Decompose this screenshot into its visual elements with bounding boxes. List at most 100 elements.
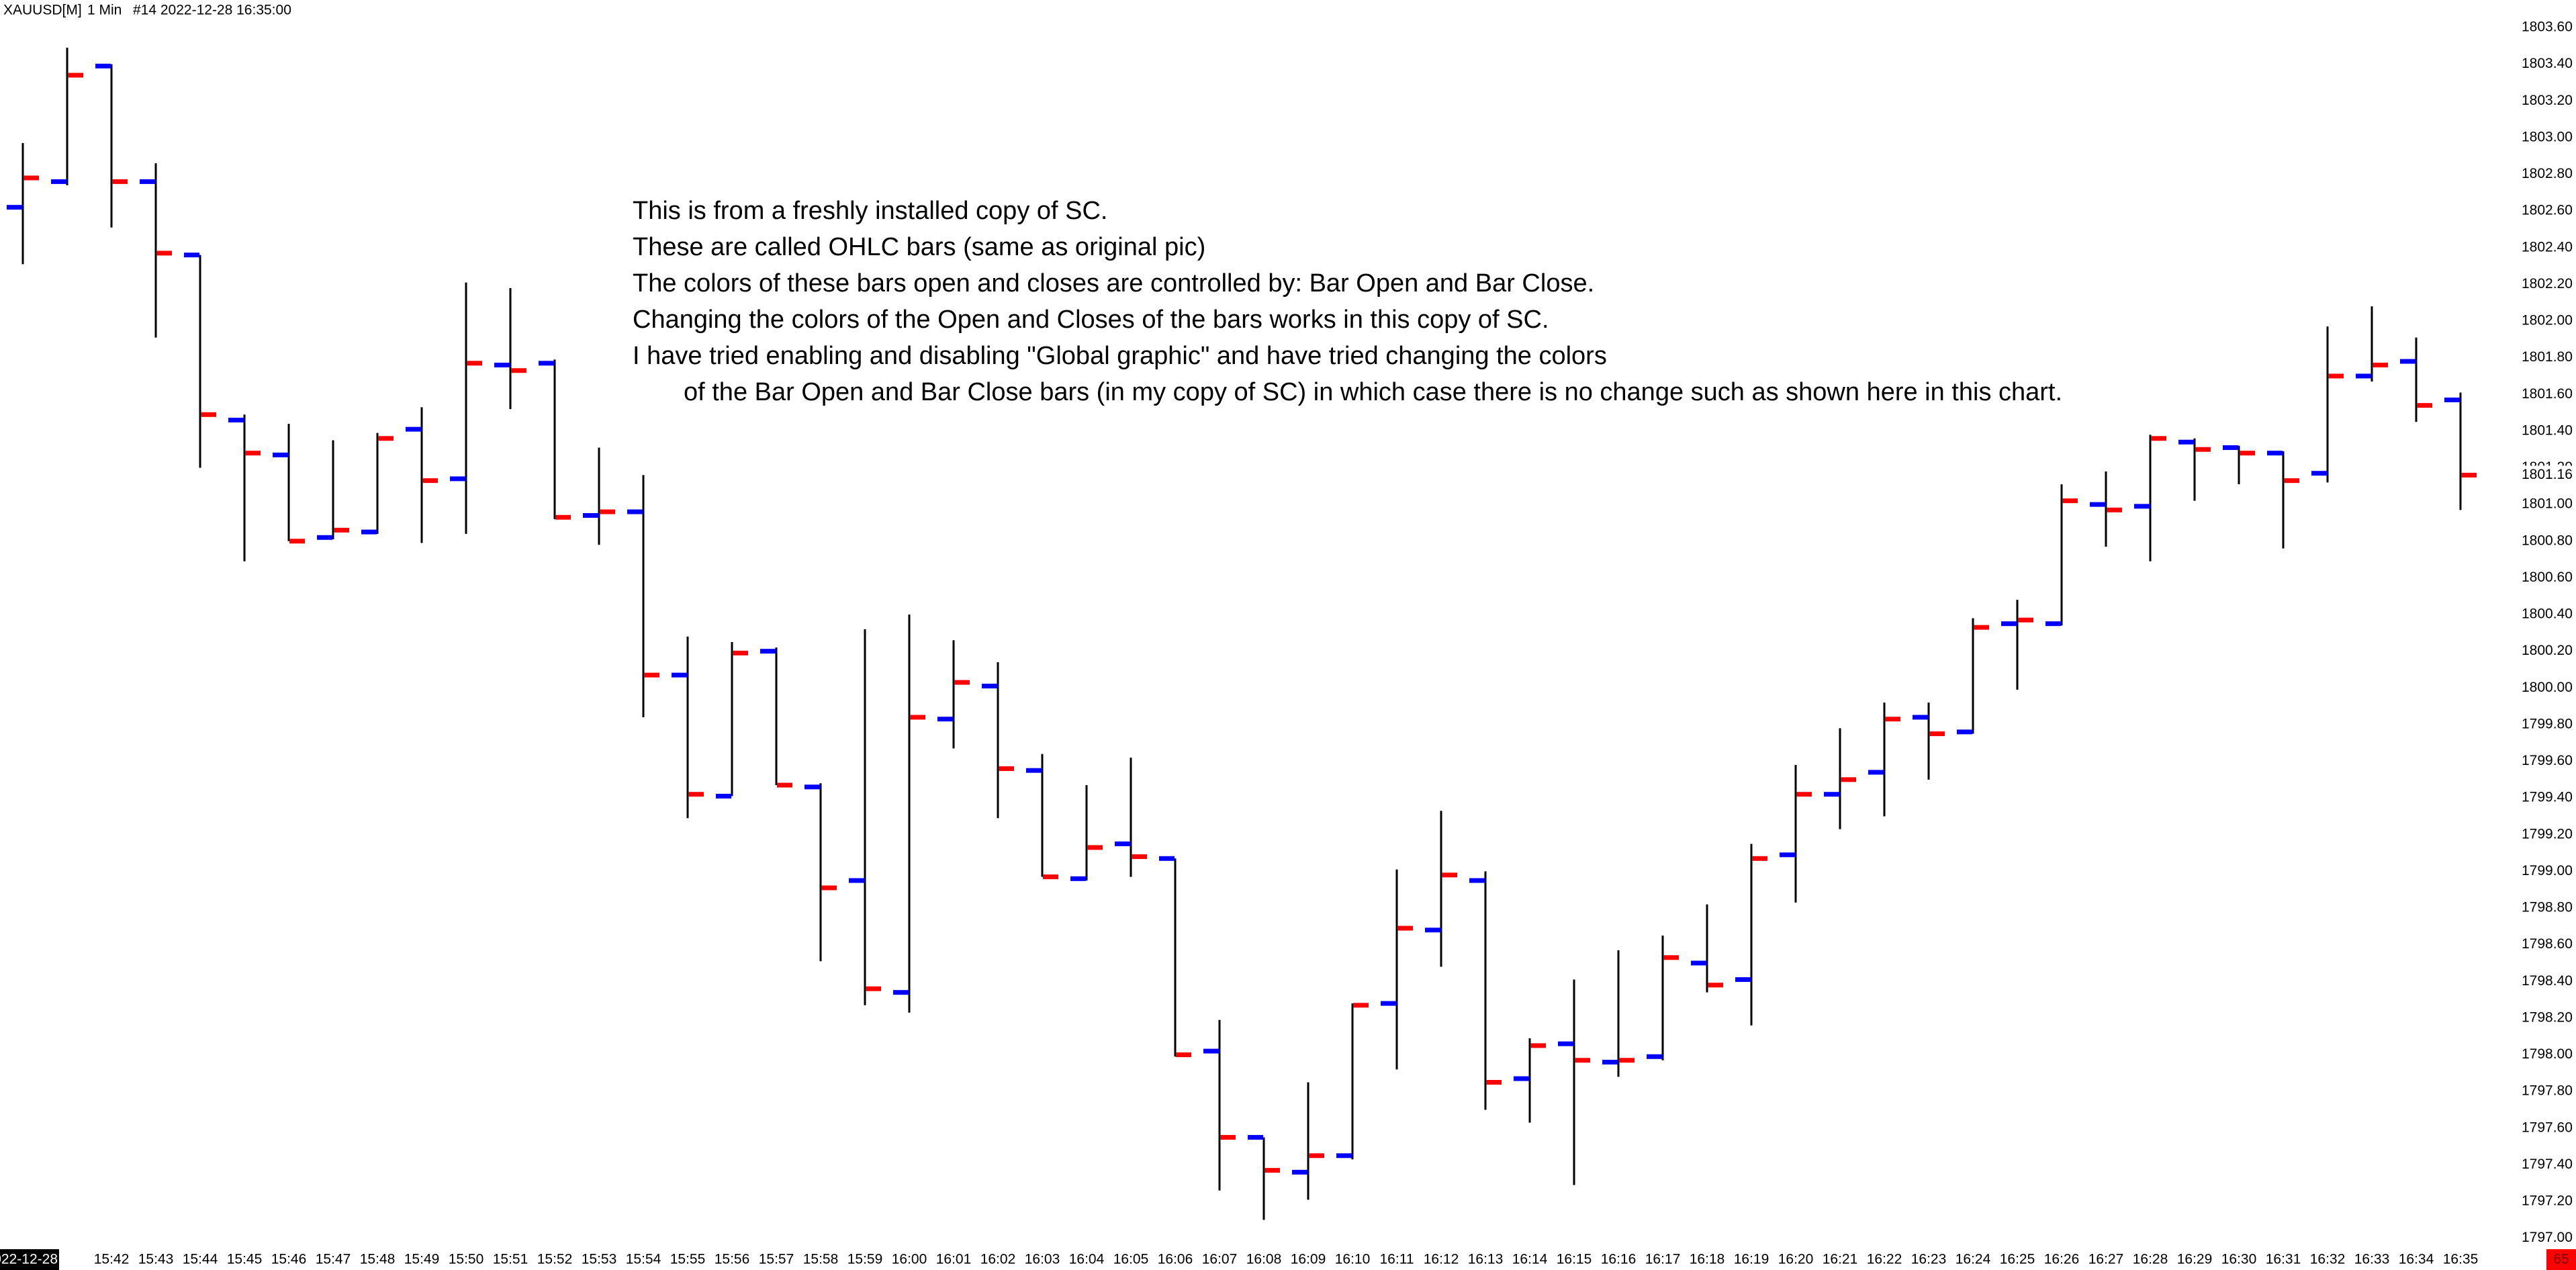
open-tick [1558, 1041, 1573, 1046]
x-tick-label: 15:49 [404, 1252, 440, 1267]
x-tick-label: 16:20 [1778, 1252, 1814, 1267]
x-tick-label: 16:24 [1956, 1252, 1991, 1267]
y-tick-label: 1801.40 [2522, 422, 2573, 438]
y-tick-label: 1800.00 [2522, 680, 2573, 695]
open-tick [2090, 502, 2105, 507]
open-tick [1026, 768, 1042, 773]
open-tick [317, 535, 332, 540]
x-tick-label: 16:19 [1734, 1252, 1769, 1267]
y-tick-label: 1799.60 [2522, 753, 2573, 768]
close-tick [1397, 925, 1413, 931]
close-tick [2151, 436, 2166, 441]
x-tick-label: 15:50 [449, 1252, 484, 1267]
close-tick [467, 361, 482, 366]
open-tick [1248, 1134, 1263, 1140]
open-tick [2045, 621, 2061, 627]
x-tick-label: 15:54 [626, 1252, 661, 1267]
open-tick [1780, 852, 1795, 858]
close-tick [2461, 472, 2477, 478]
open-tick [361, 529, 377, 535]
open-tick [1514, 1076, 1529, 1081]
open-tick [893, 990, 909, 995]
close-tick [644, 672, 659, 678]
close-tick [2373, 363, 2388, 368]
close-tick [24, 175, 39, 181]
close-tick [156, 251, 172, 256]
close-tick [1043, 874, 1058, 880]
x-tick-label: 15:43 [138, 1252, 174, 1267]
close-tick [245, 451, 261, 456]
open-tick [1913, 715, 1928, 720]
open-tick [1292, 1169, 1307, 1175]
y-tick-label: 1798.00 [2522, 1046, 2573, 1062]
y-tick-label: 1802.40 [2522, 239, 2573, 255]
last-price-label: 1801.16 [2522, 467, 2573, 482]
close-tick [422, 478, 438, 484]
annotation-line: I have tried enabling and disabling "Glo… [633, 342, 1607, 370]
close-tick [999, 766, 1014, 771]
x-tick-label: 15:59 [847, 1252, 883, 1267]
x-tick-label: 16:06 [1158, 1252, 1193, 1267]
y-tick-label: 1799.80 [2522, 716, 2573, 731]
x-tick-label: 16:11 [1380, 1252, 1414, 1267]
y-tick-label: 1802.80 [2522, 166, 2573, 181]
open-tick [273, 452, 288, 457]
x-tick-label: 15:58 [803, 1252, 839, 1267]
open-tick [406, 426, 421, 432]
open-tick [140, 179, 155, 184]
x-tick-label: 16:10 [1335, 1252, 1371, 1267]
y-tick-label: 1803.20 [2522, 93, 2573, 108]
open-tick [849, 878, 864, 883]
close-tick [68, 73, 83, 78]
x-tick-label: 16:32 [2310, 1252, 2346, 1267]
close-tick [201, 412, 216, 417]
y-tick-label: 1800.20 [2522, 643, 2573, 658]
y-tick-label: 1799.00 [2522, 863, 2573, 878]
open-tick [627, 509, 643, 514]
x-tick-label: 16:22 [1867, 1252, 1902, 1267]
open-tick [2311, 471, 2327, 476]
y-tick-label: 1797.20 [2522, 1193, 2573, 1209]
open-tick [1336, 1153, 1352, 1159]
open-tick [1115, 841, 1130, 846]
open-tick [2001, 621, 2017, 627]
open-tick [2356, 373, 2371, 379]
open-tick [583, 513, 598, 518]
date-label: 2022-12-28 [0, 1252, 58, 1267]
last-price-box [2517, 465, 2576, 485]
x-tick-label: 16:35 [2443, 1252, 2479, 1267]
open-tick [494, 363, 510, 368]
x-tick-label: 15:46 [271, 1252, 307, 1267]
open-tick [1469, 878, 1485, 883]
x-tick-label: 16:13 [1468, 1252, 1504, 1267]
x-tick-label: 16:27 [2088, 1252, 2124, 1267]
x-tick-label: 16:09 [1291, 1252, 1326, 1267]
close-tick [1619, 1058, 1635, 1063]
y-tick-label: 1799.40 [2522, 790, 2573, 805]
open-tick [937, 717, 953, 722]
x-tick-label: 16:34 [2399, 1252, 2434, 1267]
close-tick [1885, 717, 1900, 722]
open-tick [1647, 1054, 1662, 1059]
x-tick-label: 15:53 [582, 1252, 617, 1267]
x-tick-label: 16:23 [1911, 1252, 1947, 1267]
x-tick-label: 16:15 [1557, 1252, 1592, 1267]
y-tick-label: 1800.40 [2522, 606, 2573, 622]
y-tick-label: 1802.60 [2522, 203, 2573, 218]
x-tick-label: 15:52 [537, 1252, 573, 1267]
close-tick [1752, 856, 1767, 861]
close-tick [1176, 1052, 1191, 1058]
open-tick [2178, 439, 2194, 445]
close-tick [378, 436, 394, 441]
y-tick-label: 1803.60 [2522, 19, 2573, 35]
open-tick [1824, 792, 1839, 797]
y-tick-label: 1801.80 [2522, 349, 2573, 365]
x-tick-label: 16:26 [2044, 1252, 2080, 1267]
close-tick [600, 509, 615, 514]
open-tick [1735, 977, 1751, 983]
close-tick [1132, 854, 1147, 860]
x-tick-label: 15:55 [670, 1252, 706, 1267]
x-tick-label: 16:21 [1823, 1252, 1858, 1267]
y-tick-label: 1797.00 [2522, 1230, 2573, 1245]
x-tick-label: 15:48 [360, 1252, 396, 1267]
